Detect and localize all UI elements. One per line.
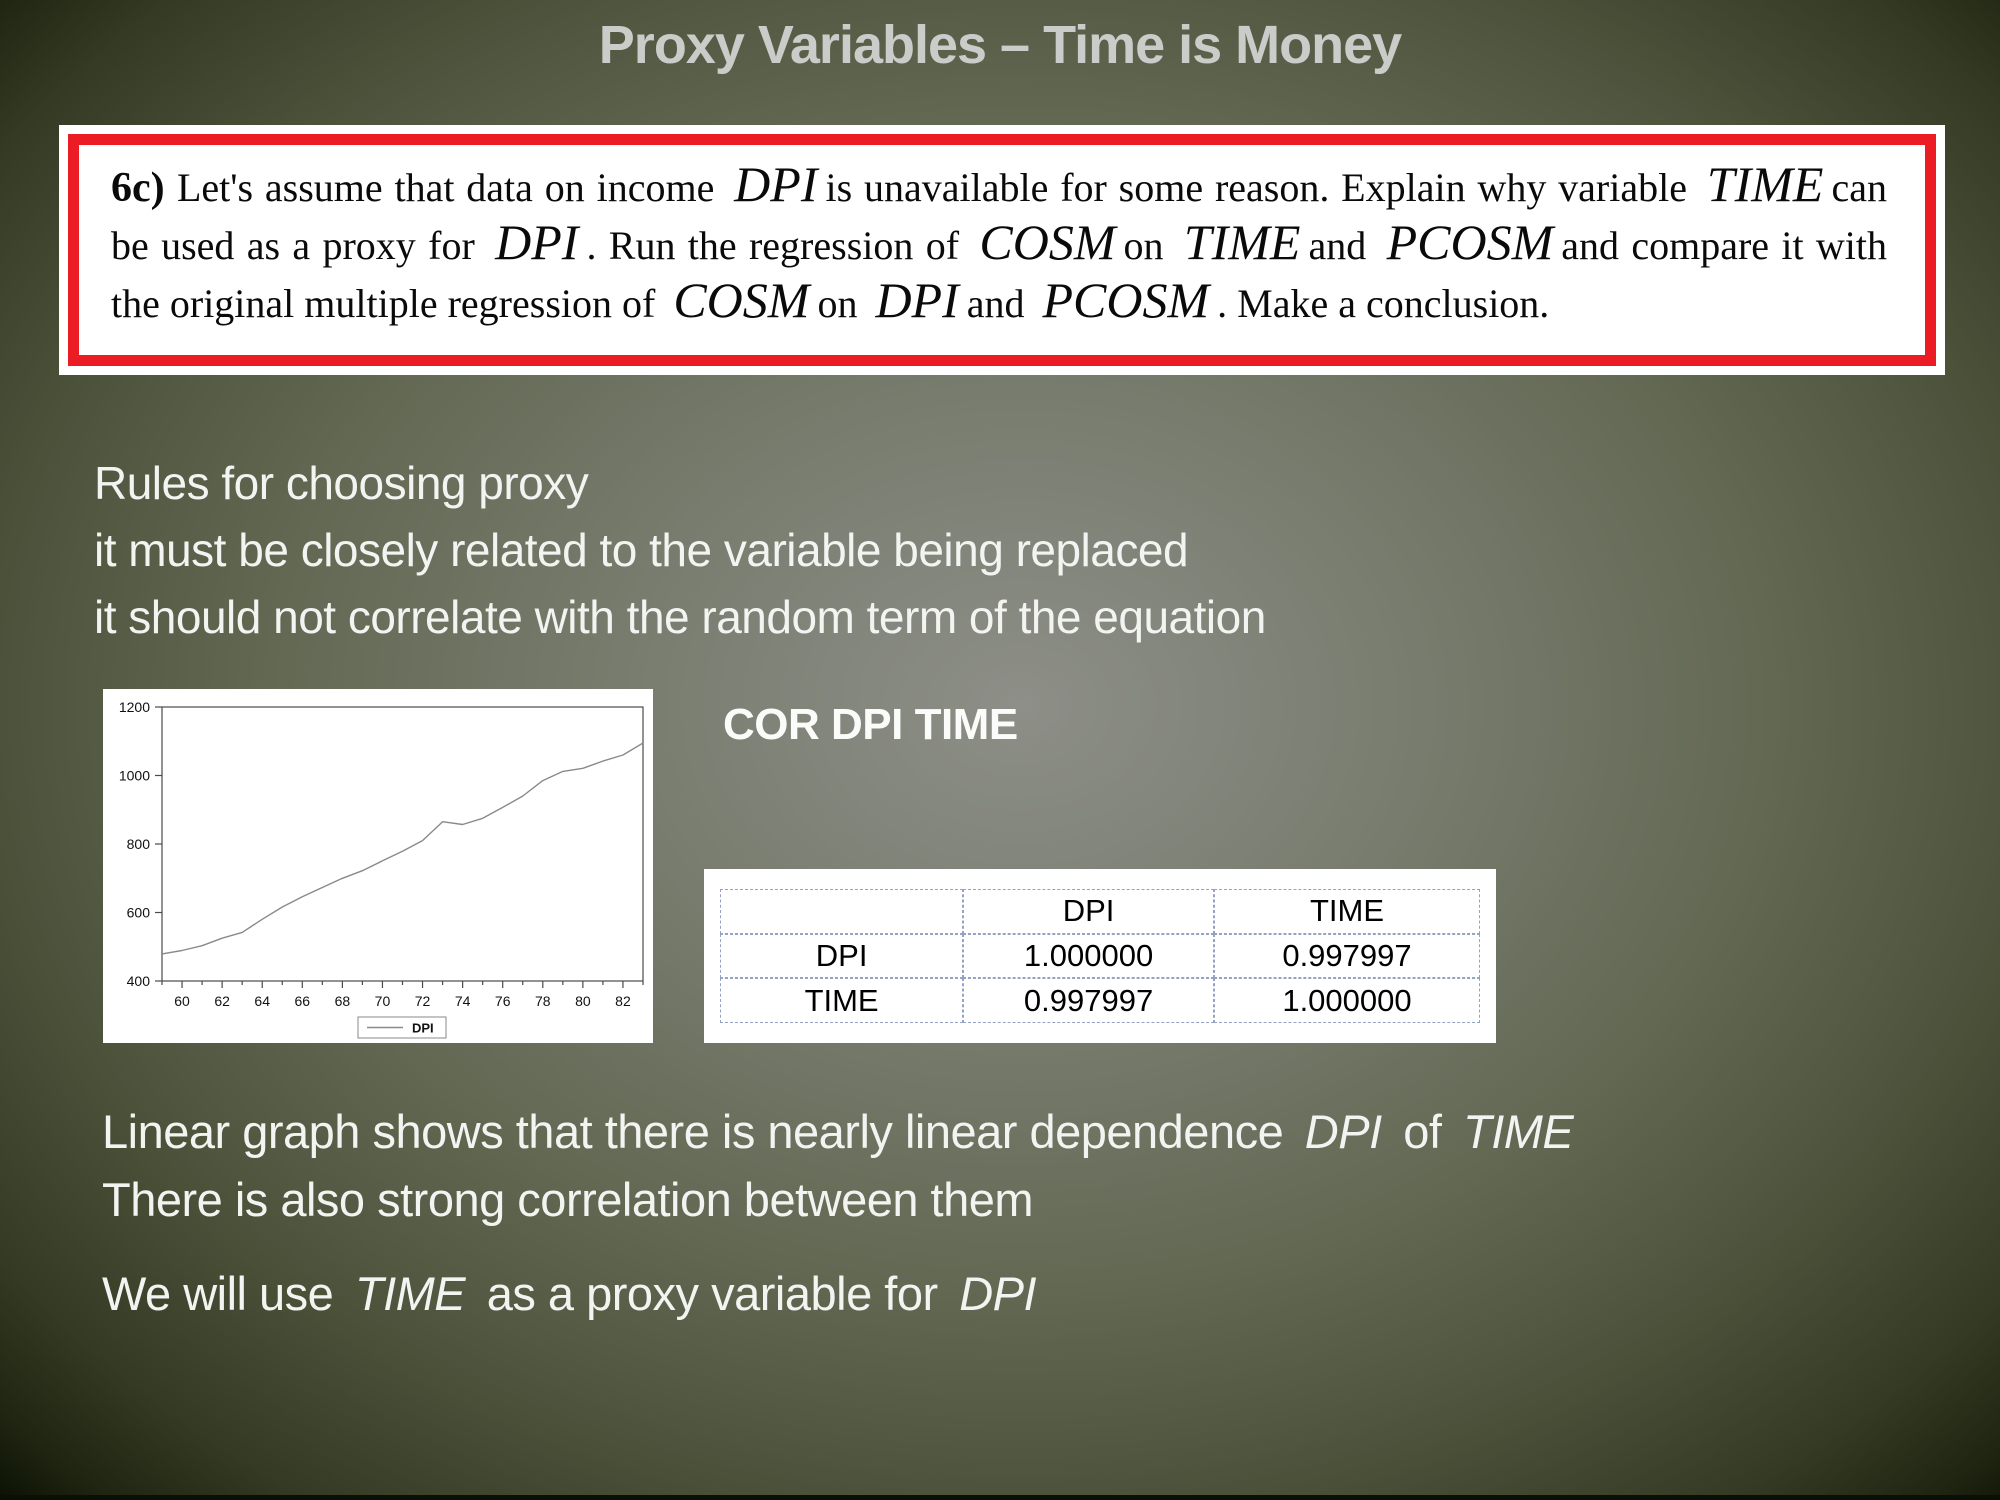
- x-tick-label: 78: [535, 993, 551, 1009]
- y-tick-label: 800: [127, 836, 151, 852]
- variable-name: COSM: [673, 272, 810, 328]
- table-cell: 1.000000: [963, 933, 1214, 979]
- x-tick-label: 72: [415, 993, 431, 1009]
- rules-line-2: it must be closely related to the variab…: [94, 524, 1189, 576]
- conclusion-line-1: Linear graph shows that there is nearly …: [102, 1098, 1802, 1166]
- slide-bottom-edge: [0, 1495, 2000, 1500]
- table-cell: DPI: [720, 933, 964, 979]
- variable-name: TIME: [1462, 1105, 1574, 1158]
- table-header-cell: TIME: [1213, 889, 1480, 934]
- text-segment: There is also strong correlation between…: [102, 1173, 1034, 1226]
- problem-text: 6c) Let's assume that data on income DPI…: [111, 159, 1888, 328]
- variable-name: TIME: [1706, 156, 1824, 212]
- variable-name: DPI: [959, 1267, 1037, 1320]
- x-tick-label: 66: [295, 993, 311, 1009]
- table-header-row: DPI TIME: [720, 889, 1480, 934]
- y-tick-label: 600: [127, 905, 151, 921]
- text-segment: . Make a conclusion.: [1217, 281, 1550, 326]
- variable-name: TIME: [1183, 214, 1301, 270]
- dpi-series-line: [161, 742, 644, 955]
- table-cell: TIME: [720, 978, 964, 1023]
- dpi-line-chart: 400 600 800 1000 1200 60 62 64 66 68 70 72 74 76 78 80 8…: [119, 699, 644, 1039]
- text-segment: of: [1390, 1105, 1442, 1158]
- x-tick-label: 68: [335, 993, 351, 1009]
- table-header-cell: DPI: [963, 889, 1214, 934]
- text-segment: 6c): [111, 165, 177, 211]
- conclusion-line-2: There is also strong correlation between…: [102, 1166, 1802, 1234]
- slide-title: Proxy Variables – Time is Money: [598, 15, 1402, 75]
- text-segment: Let's assume that data on income: [176, 165, 715, 210]
- problem-box: 6c) Let's assume that data on income DPI…: [68, 134, 1936, 366]
- table-header-cell: [720, 889, 964, 934]
- correlation-table: DPI TIME DPI 1.000000 0.997997 TIME 0.997997 1.…: [720, 889, 1480, 1023]
- variable-name: DPI: [1304, 1105, 1382, 1158]
- variable-name: COSM: [979, 214, 1116, 270]
- text-segment: can be used as a proxy for: [111, 165, 1887, 268]
- table-cell: 0.997997: [963, 978, 1214, 1023]
- x-tick-label: 70: [375, 993, 391, 1009]
- dpi-line-chart-panel: 400 600 800 1000 1200 60 62 64 66 68 70 72 74 76 78 80 8…: [103, 689, 653, 1043]
- correlation-table-panel: DPI TIME DPI 1.000000 0.997997 TIME 0.997997 1.…: [704, 869, 1496, 1043]
- table-row: TIME 0.997997 1.000000: [720, 978, 1480, 1023]
- legend-label: DPI: [412, 1021, 434, 1036]
- variable-name: TIME: [354, 1267, 466, 1320]
- x-tick-label: 82: [615, 993, 631, 1009]
- variable-name: DPI: [495, 214, 579, 270]
- rules-line-3: it should not correlate with the random …: [94, 591, 1266, 643]
- text-segment: and: [966, 281, 1025, 326]
- rules-line-1: Rules for choosing proxy: [94, 457, 589, 509]
- text-segment: as a proxy variable for: [474, 1267, 938, 1320]
- x-tick-label: 60: [174, 993, 190, 1009]
- x-tick-label: 62: [214, 993, 230, 1009]
- y-tick-label: 400: [127, 973, 151, 989]
- y-tick-label: 1200: [119, 699, 150, 715]
- variable-name: PCOSM: [1386, 214, 1554, 270]
- cor-heading: COR DPI TIME: [723, 700, 1018, 749]
- text-segment: and compare it with the original multipl…: [111, 223, 1888, 326]
- plot-frame: [161, 706, 644, 982]
- x-tick-label: 76: [495, 993, 511, 1009]
- text-segment: on: [1123, 223, 1164, 268]
- x-tick-label: 74: [455, 993, 471, 1009]
- text-segment: Linear graph shows that there is nearly …: [102, 1105, 1284, 1158]
- text-segment: We will use: [102, 1267, 334, 1320]
- table-cell: 1.000000: [1213, 978, 1480, 1023]
- x-tick-label: 80: [575, 993, 591, 1009]
- table-cell: 0.997997: [1213, 933, 1480, 979]
- conclusions-text: Linear graph shows that there is nearly …: [102, 1098, 1802, 1328]
- text-segment: and: [1308, 223, 1367, 268]
- variable-name: PCOSM: [1042, 272, 1210, 328]
- table-row: DPI 1.000000 0.997997: [720, 933, 1480, 979]
- variable-name: DPI: [734, 156, 818, 212]
- text-segment: . Run the regression of: [586, 223, 960, 268]
- variable-name: DPI: [875, 272, 959, 328]
- text-segment: on: [817, 281, 858, 326]
- text-segment: is unavailable for some reason. Explain …: [825, 165, 1687, 210]
- y-tick-label: 1000: [119, 768, 150, 784]
- conclusion-line-3: We will use TIME as a proxy variable for…: [102, 1260, 1802, 1328]
- x-tick-label: 64: [254, 993, 270, 1009]
- rules-text: Rules for choosing proxy it must be clos…: [94, 450, 1694, 651]
